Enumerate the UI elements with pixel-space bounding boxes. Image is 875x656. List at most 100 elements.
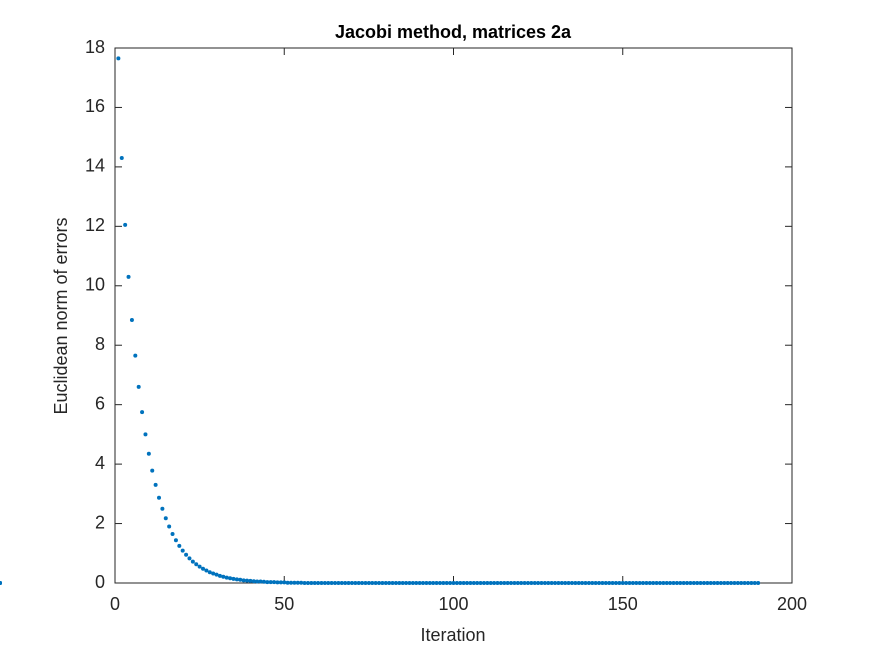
point (732, 581, 737, 585)
y-tick-label: 8 (95, 334, 105, 354)
point (590, 581, 595, 585)
point (346, 581, 351, 585)
point (756, 581, 761, 585)
point (715, 581, 720, 585)
point (170, 531, 175, 536)
point (190, 559, 195, 564)
point (302, 581, 307, 585)
point (705, 581, 710, 585)
point (745, 581, 750, 585)
point (322, 581, 327, 585)
point (407, 581, 412, 585)
point (221, 574, 226, 579)
point (383, 581, 388, 585)
point (580, 581, 585, 585)
point (390, 581, 395, 585)
point (285, 580, 290, 585)
point (417, 581, 422, 585)
y-tick-label: 12 (85, 215, 105, 235)
point (258, 579, 263, 584)
y-tick-label: 2 (95, 512, 105, 532)
point (366, 581, 371, 585)
point (400, 581, 405, 585)
point (627, 581, 632, 585)
point (624, 581, 629, 585)
point (289, 580, 294, 585)
point (133, 353, 138, 358)
point (333, 581, 338, 585)
point (241, 578, 246, 583)
point (404, 581, 409, 585)
point (576, 581, 581, 585)
point (238, 577, 243, 582)
point (509, 581, 514, 585)
point (468, 581, 473, 585)
point (336, 581, 341, 585)
point (363, 581, 368, 585)
point (461, 581, 466, 585)
point (613, 581, 618, 585)
point (434, 581, 439, 585)
y-tick-label: 0 (95, 572, 105, 592)
point (295, 580, 300, 585)
point (708, 581, 713, 585)
point (657, 581, 662, 585)
point (421, 581, 426, 585)
point (177, 543, 182, 548)
point (278, 580, 283, 585)
point (569, 581, 574, 585)
point (217, 573, 222, 578)
point (566, 581, 571, 585)
x-tick-label: 100 (438, 594, 468, 614)
point (644, 581, 649, 585)
point (265, 580, 270, 585)
point (742, 581, 747, 585)
point (536, 581, 541, 585)
point (356, 581, 361, 585)
point (431, 581, 436, 585)
point (698, 581, 703, 585)
y-tick-label: 6 (95, 393, 105, 413)
point (712, 581, 717, 585)
point (454, 581, 459, 585)
point (119, 155, 124, 160)
y-tick-label: 4 (95, 453, 105, 473)
point (451, 581, 456, 585)
point (275, 580, 280, 585)
point (123, 222, 128, 227)
point (180, 548, 185, 553)
point (329, 581, 334, 585)
point (525, 581, 530, 585)
point (556, 581, 561, 585)
point (671, 581, 676, 585)
point (661, 581, 666, 585)
point (282, 580, 287, 585)
point (546, 581, 551, 585)
y-tick-label: 14 (85, 156, 105, 176)
y-tick-label: 16 (85, 96, 105, 116)
point (377, 581, 382, 585)
point (0, 581, 2, 585)
point (539, 581, 544, 585)
point (695, 581, 700, 585)
point (126, 274, 131, 279)
point (593, 581, 598, 585)
point (529, 581, 534, 585)
point (197, 564, 202, 569)
point (353, 581, 358, 585)
point (481, 581, 486, 585)
point (664, 581, 669, 585)
point (549, 581, 554, 585)
point (326, 581, 331, 585)
point (475, 581, 480, 585)
y-axis-label: Euclidean norm of errors (51, 217, 71, 414)
point (207, 570, 212, 575)
point (157, 495, 162, 500)
point (173, 538, 178, 543)
point (718, 581, 723, 585)
point (393, 581, 398, 585)
point (312, 581, 317, 585)
point (150, 468, 155, 473)
point (414, 581, 419, 585)
x-tick-label: 200 (777, 594, 807, 614)
